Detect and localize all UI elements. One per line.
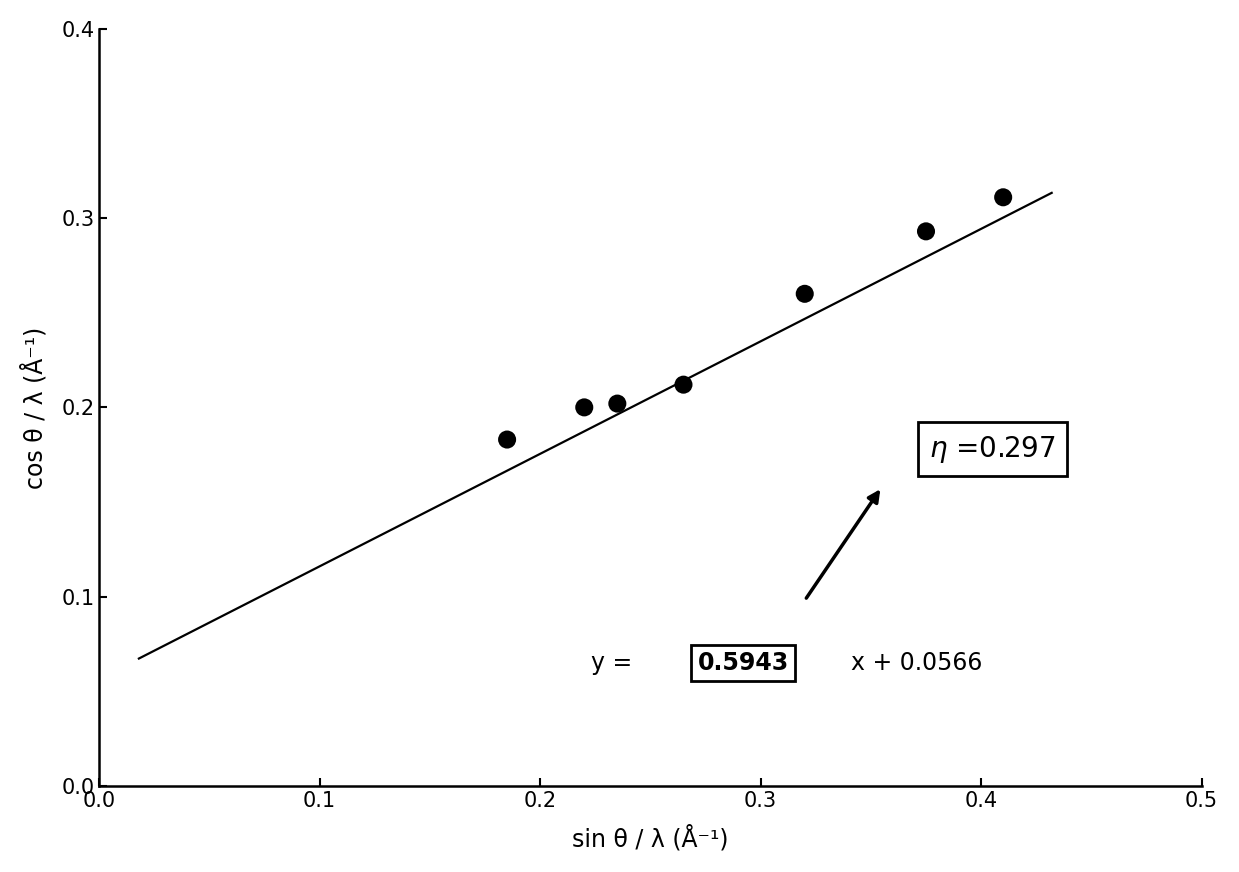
Point [575,400,595,414]
Point [497,433,517,446]
Text: $\it{\eta}$ =0.297: $\it{\eta}$ =0.297 [929,433,1056,465]
Text: 0.5943: 0.5943 [698,651,789,675]
Point [994,190,1014,204]
Text: x + 0.0566: x + 0.0566 [851,651,983,675]
Point [607,397,627,411]
Point [674,378,694,392]
X-axis label: sin θ / λ (Å⁻¹): sin θ / λ (Å⁻¹) [572,825,729,851]
Y-axis label: cos θ / λ (Å⁻¹): cos θ / λ (Å⁻¹) [21,326,47,488]
Text: y =: y = [591,651,639,675]
Point [795,287,815,301]
Point [916,224,935,238]
